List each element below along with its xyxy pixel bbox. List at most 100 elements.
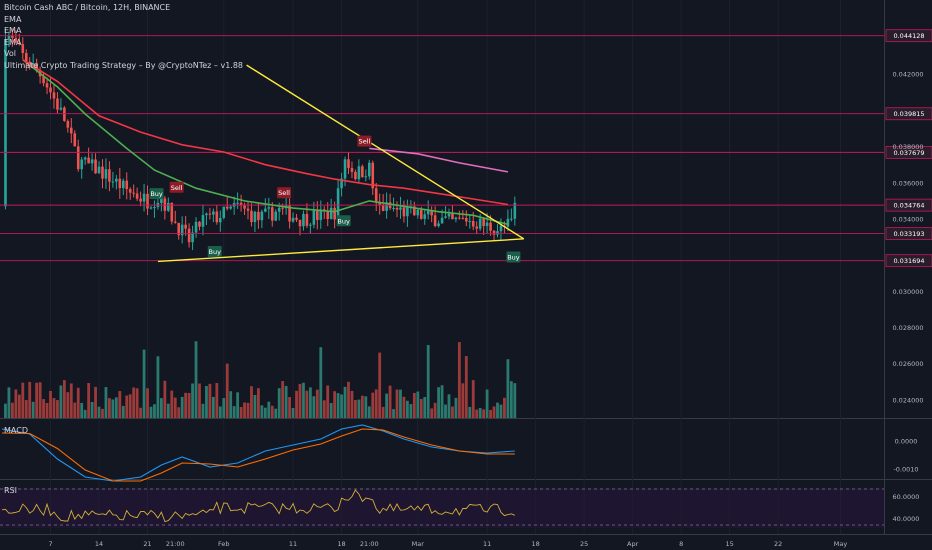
volume-bar xyxy=(385,393,389,418)
volume-bar xyxy=(205,385,208,418)
candle-body xyxy=(208,213,212,215)
candle-body xyxy=(215,211,219,223)
volume-bar xyxy=(444,404,447,418)
volume-bar xyxy=(447,394,451,418)
rsi-label[interactable]: RSI xyxy=(4,486,17,495)
volume-bar xyxy=(308,387,312,418)
volume-bar xyxy=(104,387,108,418)
candle-body xyxy=(361,166,364,178)
legend-indicator[interactable]: EMA xyxy=(4,26,22,35)
volume-bar xyxy=(451,406,454,418)
legend-indicator[interactable]: EMA xyxy=(4,14,22,24)
volume-bar xyxy=(7,387,11,418)
candle-body xyxy=(201,215,205,227)
candle-body xyxy=(454,217,458,220)
volume-bar xyxy=(277,388,281,418)
candle-body xyxy=(430,210,433,216)
volume-bar xyxy=(149,406,153,418)
volume-bar xyxy=(14,389,18,418)
candle-body xyxy=(274,211,278,221)
candle-body xyxy=(319,209,323,220)
candle-body xyxy=(24,53,28,62)
legend-indicator[interactable]: Ultimate Crypto Trading Strategy – By @C… xyxy=(4,60,244,70)
volume-bar xyxy=(246,402,250,418)
volume-bar xyxy=(170,390,174,418)
candle-body xyxy=(458,217,461,219)
candle-body xyxy=(298,219,302,227)
volume-bar xyxy=(492,406,496,418)
signal-sell-badge xyxy=(357,135,372,147)
volume-bar xyxy=(80,402,84,418)
volume-bar xyxy=(392,409,395,418)
candle-body xyxy=(222,206,226,218)
volume-bar xyxy=(281,381,285,418)
volume-bar xyxy=(31,401,35,418)
volume-bar xyxy=(163,380,167,418)
volume-bar xyxy=(45,403,49,418)
volume-bar xyxy=(305,390,309,418)
trendline-ascending[interactable] xyxy=(157,238,524,263)
time-axis-label: Mar xyxy=(412,540,425,548)
trendline-descending[interactable] xyxy=(246,64,525,240)
macd-label[interactable]: MACD xyxy=(4,426,28,435)
candle-body xyxy=(70,127,73,134)
volume-bar xyxy=(142,349,146,418)
signal-sell-label: Sell xyxy=(278,189,290,197)
time-axis-label: Apr xyxy=(627,540,639,548)
candle-body xyxy=(73,133,77,147)
volume-bar xyxy=(322,400,326,418)
level-price-label: 0.033193 xyxy=(893,230,924,238)
candle-body xyxy=(132,192,135,194)
candle-body xyxy=(229,206,232,209)
volume-bar xyxy=(298,383,302,418)
volume-bar xyxy=(513,383,517,418)
candle-body xyxy=(56,98,59,110)
signal-buy-label: Buy xyxy=(209,248,222,256)
volume-bar xyxy=(229,391,233,418)
candle-body xyxy=(63,107,66,121)
volume-bar xyxy=(468,406,472,418)
volume-bar xyxy=(367,406,371,418)
legend-indicator[interactable]: EMA xyxy=(4,37,22,47)
candle-body xyxy=(395,207,399,210)
candle-body xyxy=(153,207,156,209)
volume-bar xyxy=(509,381,513,418)
candle-body xyxy=(236,202,239,204)
volume-bar xyxy=(406,400,409,418)
volume-bar xyxy=(302,382,305,418)
candle-body xyxy=(374,188,378,202)
volume-bar xyxy=(430,408,434,418)
time-axis-label: 7 xyxy=(48,540,52,548)
volume-bar xyxy=(97,406,101,418)
candle-body xyxy=(451,213,454,220)
candle-body xyxy=(475,226,479,229)
candle-body xyxy=(291,217,295,222)
candle-body xyxy=(163,198,167,211)
volume-bar xyxy=(21,382,25,418)
level-price-label: 0.034764 xyxy=(893,202,924,210)
volume-bar xyxy=(59,385,63,418)
volume-bar xyxy=(166,403,170,418)
volume-bar xyxy=(187,392,191,418)
volume-bar xyxy=(159,398,163,418)
volume-bar xyxy=(69,383,73,418)
volume-bar xyxy=(184,392,188,418)
legend-indicator[interactable]: Vol xyxy=(4,49,16,58)
candle-body xyxy=(492,230,496,235)
candle-body xyxy=(468,221,472,223)
volume-bar xyxy=(132,387,136,418)
candle-body xyxy=(31,63,35,67)
candle-body xyxy=(146,193,149,209)
macd-axis-tick: -0.0010 xyxy=(893,466,918,474)
volume-bar xyxy=(336,393,340,418)
volume-bar xyxy=(288,397,291,418)
legend-title[interactable]: Bitcoin Cash ABC / Bitcoin, 12H, BINANCE xyxy=(4,3,171,12)
candle-body xyxy=(447,213,451,217)
candle-body xyxy=(444,216,447,218)
candle-body xyxy=(440,217,444,224)
candle-body xyxy=(277,207,281,212)
volume-bar xyxy=(87,382,91,418)
price-axis-tick: 0.038000 xyxy=(892,143,923,151)
signal-sell-label: Sell xyxy=(359,138,371,146)
